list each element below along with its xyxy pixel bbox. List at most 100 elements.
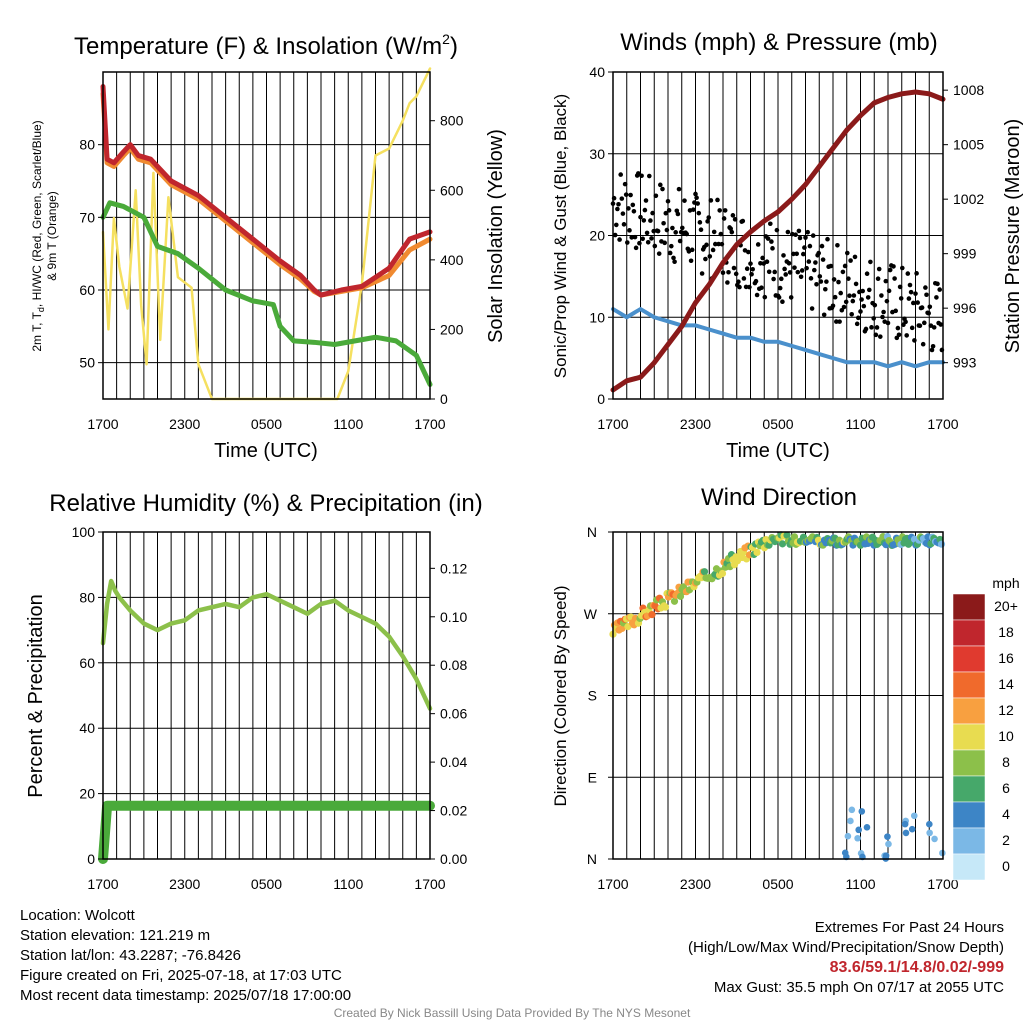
- gust-point: [923, 285, 928, 290]
- gust-point: [620, 211, 626, 216]
- gust-point: [731, 265, 737, 271]
- gust-point: [717, 208, 722, 213]
- gust-point: [797, 235, 803, 241]
- y-tick-label: 70: [79, 209, 95, 225]
- gust-point: [871, 316, 876, 321]
- gust-point: [713, 241, 718, 247]
- gust-point: [922, 320, 927, 326]
- direction-tick-label: N: [587, 851, 597, 867]
- colorbar-swatch: [952, 853, 986, 881]
- gust-point: [615, 206, 620, 212]
- gust-point: [706, 215, 711, 220]
- gust-point: [832, 294, 838, 300]
- gust-point: [819, 243, 825, 249]
- gust-point: [781, 253, 786, 258]
- direction-point: [902, 829, 910, 837]
- x-tick-label: 0500: [251, 416, 282, 432]
- gust-point: [931, 325, 937, 330]
- gust-point: [777, 285, 783, 291]
- gust-point: [711, 229, 717, 235]
- gust-point: [879, 293, 884, 298]
- gust-point: [876, 266, 882, 272]
- gust-point: [673, 230, 678, 235]
- direction-point: [847, 817, 854, 825]
- gust-point: [780, 299, 785, 304]
- gust-point: [835, 242, 840, 248]
- winds-series: [610, 89, 946, 393]
- gust-point: [647, 173, 652, 179]
- gust-point: [897, 284, 903, 290]
- gust-point: [930, 343, 936, 349]
- gust-point: [846, 276, 851, 281]
- gust-point: [748, 261, 753, 266]
- gust-point: [859, 297, 864, 302]
- gust-point: [628, 192, 633, 198]
- gust-point: [759, 285, 764, 291]
- gust-point: [699, 271, 705, 276]
- gust-point: [617, 237, 622, 242]
- x-tick-label: 1700: [597, 876, 628, 892]
- y-tick-label: 0.00: [440, 851, 467, 867]
- gust-point: [791, 251, 796, 257]
- gust-point: [782, 266, 787, 272]
- gust-point: [771, 276, 776, 282]
- gust-point: [915, 300, 920, 305]
- gust-point: [718, 231, 724, 237]
- y-tick-label: 1002: [953, 191, 984, 207]
- dewpoint-line: [100, 200, 433, 387]
- gust-point: [612, 232, 618, 238]
- station-location: Location: Wolcott: [20, 907, 135, 924]
- colorbar-label: 16: [998, 650, 1014, 666]
- gust-point: [938, 322, 944, 327]
- gust-point: [903, 319, 908, 325]
- gust-point: [929, 347, 935, 353]
- gust-point: [911, 300, 916, 306]
- gust-point: [684, 231, 689, 237]
- x-tick-label: 1700: [414, 876, 445, 892]
- gust-point: [736, 279, 741, 285]
- gust-point: [792, 265, 797, 270]
- y-tick-label: 0: [597, 391, 605, 407]
- x-tick-label: 0500: [762, 876, 793, 892]
- gust-point: [664, 227, 670, 233]
- wind-direction-grid: [613, 532, 943, 859]
- credit-line: Created By Nick Bassill Using Data Provi…: [333, 1006, 691, 1020]
- x-tick-label: 1100: [845, 416, 875, 432]
- gust-point: [848, 258, 853, 263]
- precip-line: [98, 800, 435, 864]
- colorbar-swatch: [952, 697, 986, 725]
- gust-point: [614, 222, 619, 228]
- gust-point: [845, 250, 850, 256]
- gust-point: [907, 282, 913, 288]
- gust-point: [625, 240, 630, 245]
- gust-point: [831, 277, 837, 282]
- gust-point: [627, 228, 632, 233]
- gust-point: [892, 276, 897, 281]
- gust-point: [649, 236, 654, 241]
- gust-point: [618, 172, 623, 177]
- x-tick-label: 1100: [333, 416, 363, 432]
- gust-point: [825, 236, 830, 242]
- gust-point: [645, 240, 651, 245]
- y-tick-label: 400: [440, 252, 464, 268]
- winds-title: Winds (mph) & Pressure (mb): [620, 29, 937, 56]
- colorbar-label: 4: [1002, 806, 1010, 822]
- x-tick-label: 1700: [414, 416, 445, 432]
- gust-point: [850, 298, 856, 304]
- gust-point: [776, 295, 782, 300]
- gust-point: [772, 269, 777, 275]
- gust-point: [741, 276, 747, 281]
- gust-point: [661, 220, 666, 226]
- colorbar-label: 14: [998, 676, 1014, 692]
- gust-point: [650, 210, 655, 216]
- gust-point: [914, 271, 919, 276]
- direction-point: [931, 835, 938, 843]
- gust-point: [688, 258, 694, 264]
- speed-colorbar: 20+ 18 16 14 12 10 8 6 4 2 0: [952, 593, 1018, 881]
- gust-point: [807, 243, 813, 249]
- direction-point: [844, 832, 852, 840]
- gust-point: [774, 227, 780, 233]
- gust-point: [722, 208, 728, 213]
- y-tick-label: 30: [589, 146, 605, 162]
